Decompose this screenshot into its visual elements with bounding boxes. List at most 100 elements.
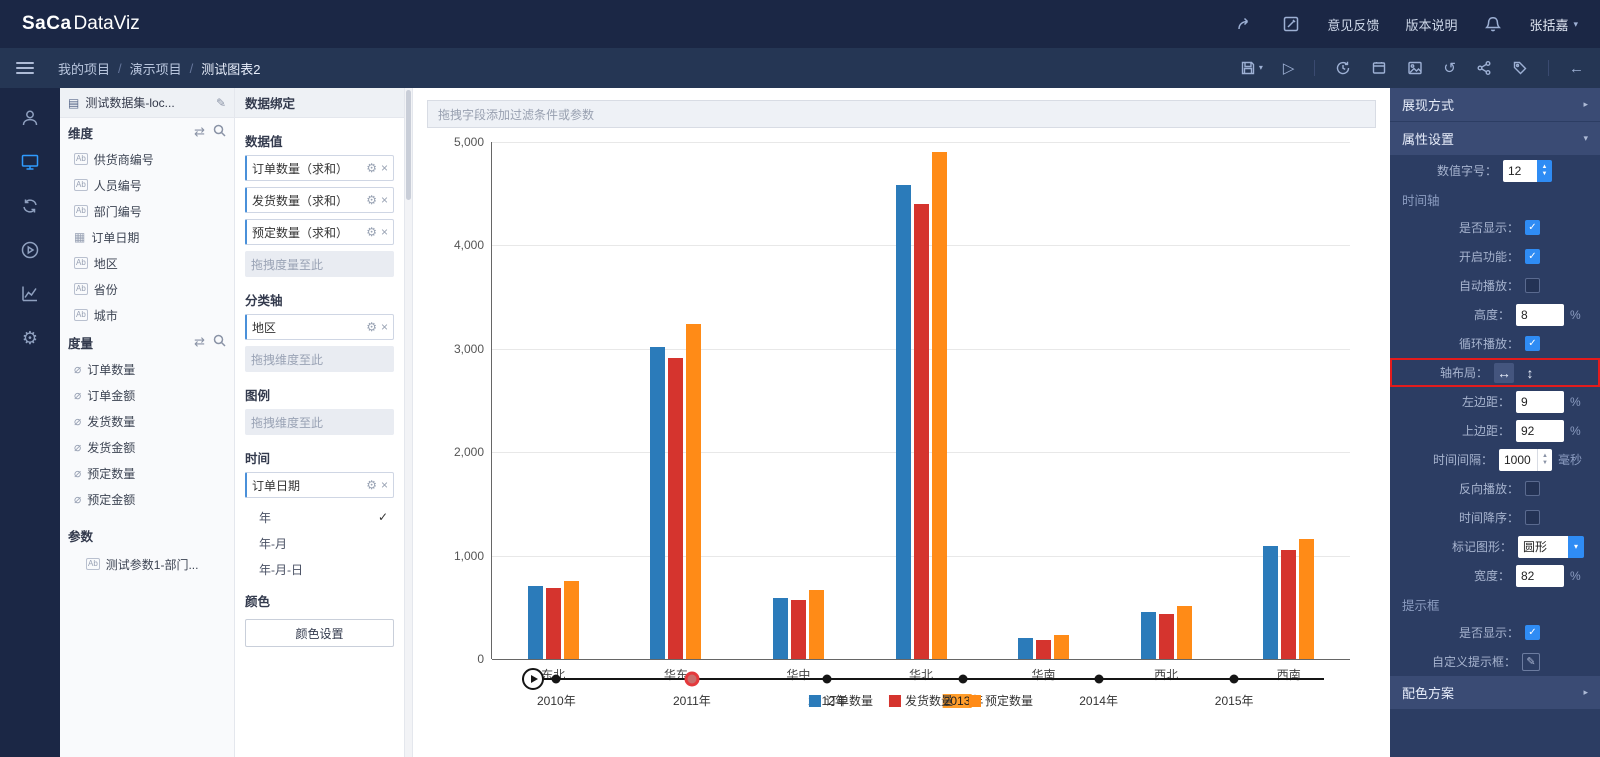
edit-dataset-icon[interactable]: ✎ xyxy=(215,95,226,110)
timeline-dot[interactable] xyxy=(958,674,968,684)
timeline-play-button[interactable] xyxy=(522,668,544,690)
timeline-dot[interactable] xyxy=(551,674,561,684)
time-interval-input[interactable] xyxy=(1499,448,1537,471)
width-input[interactable] xyxy=(1516,564,1564,587)
feedback-link[interactable]: 意见反馈 xyxy=(1327,17,1380,33)
bar-segment[interactable] xyxy=(686,323,702,659)
dimension-item[interactable]: Ab 供货商编号 xyxy=(74,152,154,167)
scrollbar-thumb[interactable] xyxy=(406,90,411,200)
enable-feature-checkbox[interactable] xyxy=(1525,249,1540,264)
image-export-button[interactable] xyxy=(1407,60,1423,76)
run-button[interactable]: ▷ xyxy=(1282,59,1295,77)
timeline-dot[interactable] xyxy=(822,674,832,684)
time-granularity-option-year-month[interactable]: 年-月 xyxy=(259,536,287,551)
left-margin-input[interactable] xyxy=(1516,390,1564,413)
close-icon[interactable]: × xyxy=(380,320,388,334)
bar-segment[interactable] xyxy=(808,590,824,659)
bar-segment[interactable] xyxy=(527,585,543,659)
bar-segment[interactable] xyxy=(772,598,788,659)
vertical-layout-icon[interactable]: ↕ xyxy=(1526,364,1534,381)
search-icon[interactable] xyxy=(213,124,226,140)
back-button[interactable]: ← xyxy=(1569,59,1584,77)
breadcrumb-demo-project[interactable]: 演示项目 xyxy=(129,61,182,77)
height-input[interactable] xyxy=(1516,303,1564,326)
edit-square-icon[interactable] xyxy=(1281,14,1301,34)
reverse-play-checkbox[interactable] xyxy=(1525,481,1540,496)
breadcrumb-my-projects[interactable]: 我的项目 xyxy=(58,61,111,77)
share-button[interactable] xyxy=(1476,60,1492,76)
close-icon[interactable]: × xyxy=(380,193,388,207)
time-descending-checkbox[interactable] xyxy=(1525,510,1540,525)
swap-sort-icon[interactable]: ⇄ xyxy=(194,124,205,139)
gear-icon[interactable]: ⚙ xyxy=(366,161,377,175)
tooltip-show-checkbox[interactable] xyxy=(1525,625,1540,640)
bar-segment[interactable] xyxy=(650,346,666,659)
timeline-track[interactable] xyxy=(522,678,1325,680)
bar-segment[interactable] xyxy=(563,581,579,659)
timeline-dot[interactable] xyxy=(1094,674,1104,684)
time-chip[interactable]: 订单日期 ⚙ × xyxy=(245,472,394,498)
dimension-item[interactable]: ▦ 订单日期 xyxy=(74,230,140,245)
time-granularity-option-year-month-day[interactable]: 年-月-日 xyxy=(259,562,303,577)
bar-segment[interactable] xyxy=(668,358,684,659)
bar-segment[interactable] xyxy=(1176,606,1192,659)
autoplay-checkbox[interactable] xyxy=(1525,278,1540,293)
dataset-name[interactable]: 测试数据集-loc... xyxy=(85,96,175,110)
dimension-item[interactable]: Ab 部门编号 xyxy=(74,204,142,219)
search-icon[interactable] xyxy=(213,334,226,350)
user-menu[interactable]: 张括嘉 ▾ xyxy=(1529,15,1578,34)
loop-play-checkbox[interactable] xyxy=(1525,336,1540,351)
gear-icon[interactable]: ⚙ xyxy=(366,478,377,492)
param-item[interactable]: Ab 测试参数1-部门... xyxy=(86,557,199,572)
bar-segment[interactable] xyxy=(931,152,947,659)
legend-item[interactable]: 预定数量 xyxy=(969,692,1033,709)
panel-scrollbar[interactable] xyxy=(405,88,413,757)
stepper-icon[interactable]: ▲ ▼ xyxy=(1537,448,1552,471)
bar-segment[interactable] xyxy=(1036,639,1052,659)
play-nav-icon[interactable] xyxy=(18,238,42,262)
timeline-dot[interactable] xyxy=(684,671,700,687)
bar-segment[interactable] xyxy=(1263,546,1279,659)
bar-segment[interactable] xyxy=(895,185,911,659)
settings-nav-icon[interactable]: ⚙ xyxy=(21,328,39,348)
user-nav-icon[interactable] xyxy=(18,106,42,130)
breadcrumb-current-chart[interactable]: 测试图表2 xyxy=(201,61,261,77)
save-template-button[interactable] xyxy=(1371,60,1387,76)
dimension-item[interactable]: Ab 人员编号 xyxy=(74,178,142,193)
history-button[interactable] xyxy=(1335,60,1351,76)
dimension-drop-zone[interactable]: 拖拽维度至此 xyxy=(245,346,394,372)
category-axis-chip[interactable]: 地区 ⚙ × xyxy=(245,314,394,340)
bar-segment[interactable] xyxy=(790,600,806,659)
bar-segment[interactable] xyxy=(545,587,561,659)
stepper-icon[interactable]: ▲ ▼ xyxy=(1537,159,1552,182)
measure-item[interactable]: ⌀ 发货数量 xyxy=(74,414,136,429)
close-icon[interactable]: × xyxy=(380,225,388,239)
font-size-input[interactable] xyxy=(1503,159,1537,182)
attribute-settings-header[interactable]: 属性设置 ▾ xyxy=(1390,122,1600,155)
gear-icon[interactable]: ⚙ xyxy=(366,193,377,207)
measure-item[interactable]: ⌀ 订单数量 xyxy=(74,362,136,377)
marker-shape-select[interactable]: 圆形 ▾ xyxy=(1518,535,1584,558)
measure-item[interactable]: ⌀ 预定数量 xyxy=(74,466,136,481)
gear-icon[interactable]: ⚙ xyxy=(366,320,377,334)
color-settings-button[interactable]: 颜色设置 xyxy=(245,619,394,647)
save-button[interactable]: ▾ xyxy=(1240,60,1263,76)
display-mode-header[interactable]: 展现方式 ▸ xyxy=(1390,88,1600,121)
tag-button[interactable] xyxy=(1512,60,1528,76)
bar-segment[interactable] xyxy=(1018,638,1034,659)
version-notes-link[interactable]: 版本说明 xyxy=(1405,17,1458,33)
measure-item[interactable]: ⌀ 订单金额 xyxy=(74,388,136,403)
swap-sort-icon[interactable]: ⇄ xyxy=(194,334,205,349)
dimension-item[interactable]: Ab 省份 xyxy=(74,282,118,297)
legend-item[interactable]: 订单数量 xyxy=(808,692,873,709)
color-scheme-header[interactable]: 配色方案 ▸ xyxy=(1390,676,1600,709)
data-value-chip[interactable]: 订单数量（求和） ⚙ × xyxy=(245,155,394,181)
bell-icon[interactable] xyxy=(1483,14,1503,34)
bar-segment[interactable] xyxy=(1054,634,1070,659)
data-value-chip[interactable]: 预定数量（求和） ⚙ × xyxy=(245,219,394,245)
edit-icon[interactable]: ✎ xyxy=(1522,652,1540,671)
close-icon[interactable]: × xyxy=(380,161,388,175)
show-timeline-checkbox[interactable] xyxy=(1525,220,1540,235)
measure-item[interactable]: ⌀ 预定金额 xyxy=(74,492,136,507)
legend-item[interactable]: 发货数量 xyxy=(888,692,953,709)
